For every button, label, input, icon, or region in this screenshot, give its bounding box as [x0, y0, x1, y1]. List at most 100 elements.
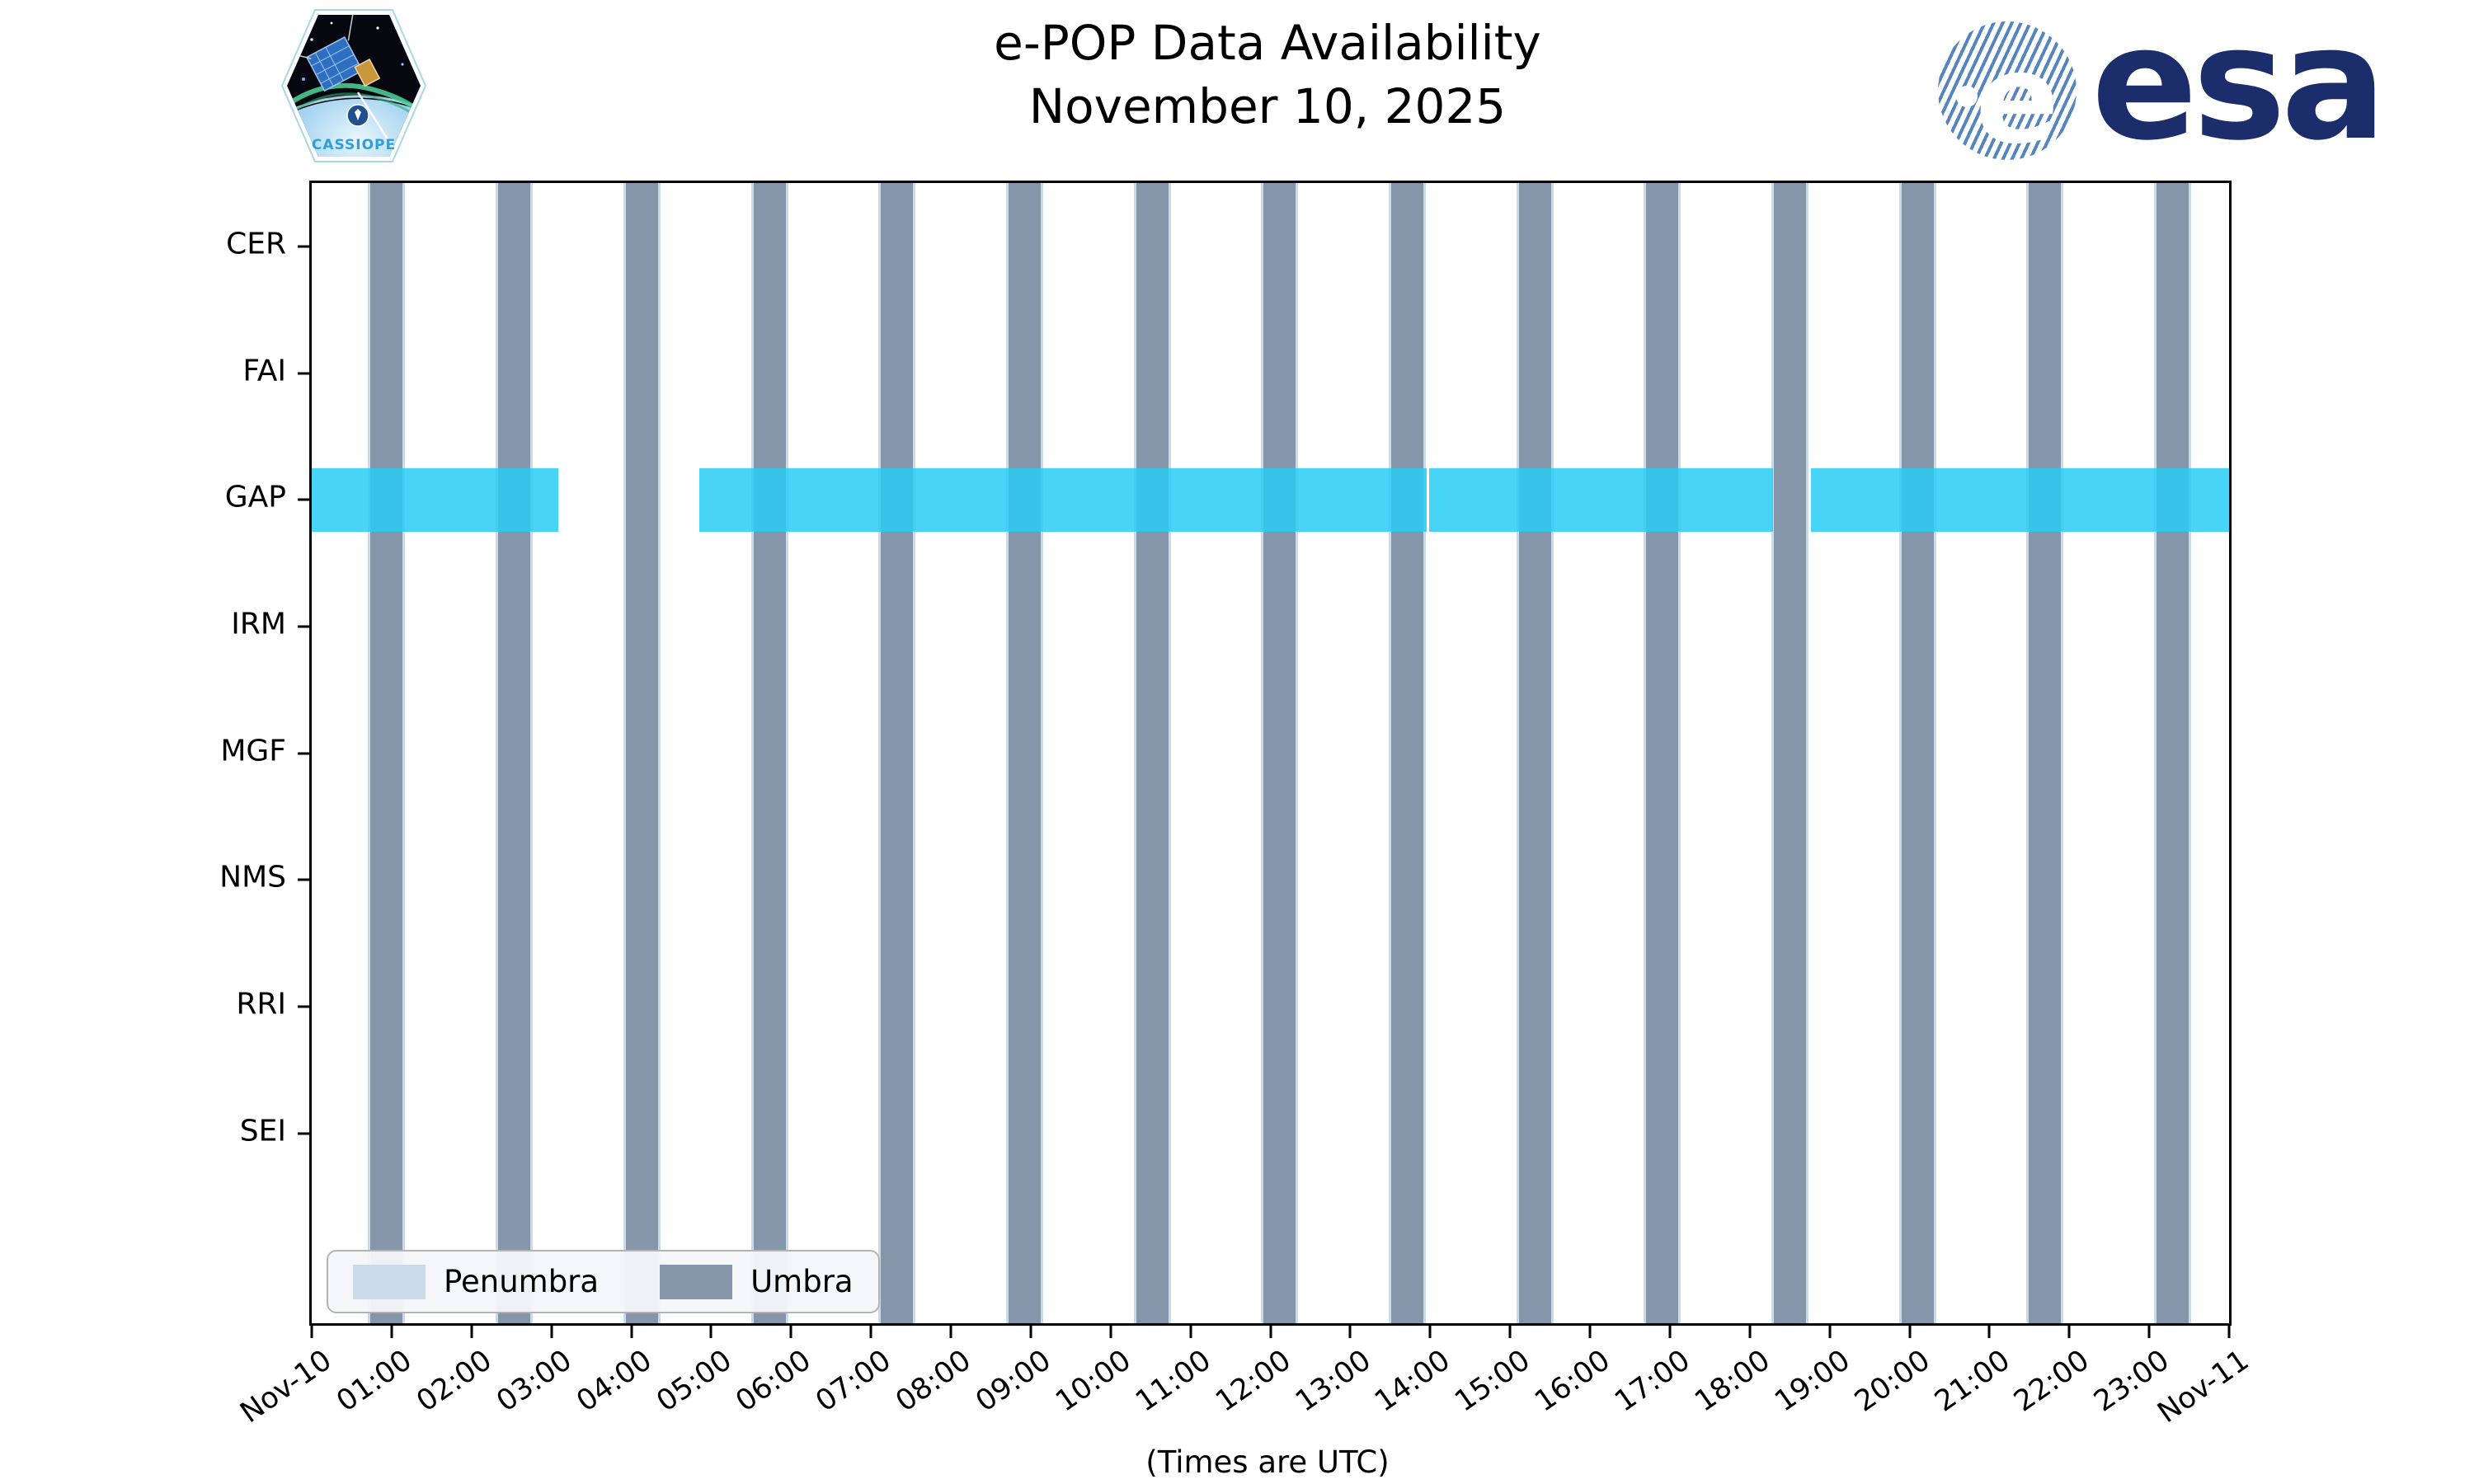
x-tick — [550, 1326, 553, 1338]
umbra-core — [497, 183, 530, 1323]
penumbra-edge — [912, 183, 915, 1323]
y-tick — [298, 1005, 309, 1008]
y-tick — [298, 372, 309, 374]
penumbra-edge — [1168, 183, 1171, 1323]
x-tick — [1348, 1326, 1352, 1338]
esa-globe-e: e — [1970, 28, 2065, 160]
penumbra-edge — [402, 183, 405, 1323]
x-tick-label: 19:00 — [1768, 1344, 1856, 1419]
umbra-eclipse-bar — [877, 183, 915, 1323]
cassiope-patch-icon: CASSIOPE — [280, 9, 427, 162]
umbra-eclipse-bar — [623, 183, 661, 1323]
umbra-eclipse-bar — [367, 183, 405, 1323]
umbra-core — [1136, 183, 1169, 1323]
penumbra-swatch — [353, 1264, 426, 1299]
umbra-core — [1390, 183, 1423, 1323]
penumbra-edge — [1771, 183, 1774, 1323]
umbra-core — [1901, 183, 1934, 1323]
penumbra-edge — [2060, 183, 2063, 1323]
x-tick-label: 01:00 — [331, 1344, 418, 1419]
penumbra-edge — [529, 183, 533, 1323]
umbra-eclipse-bar — [1771, 183, 1808, 1323]
penumbra-edge — [1516, 183, 1519, 1323]
x-tick-label: 10:00 — [1050, 1344, 1137, 1419]
umbra-core — [1773, 183, 1806, 1323]
umbra-eclipse-bar — [1005, 183, 1043, 1323]
y-tick-label-cer: CER — [226, 227, 286, 261]
y-tick-label-gap: GAP — [224, 480, 286, 514]
penumbra-edge — [367, 183, 370, 1323]
x-tick — [1029, 1326, 1032, 1338]
y-tick — [298, 1132, 309, 1134]
y-tick — [298, 625, 309, 628]
chart-title-line1: e-POP Data Availability — [994, 15, 1541, 71]
umbra-core — [625, 183, 658, 1323]
x-tick-label: Nov-10 — [234, 1344, 338, 1430]
y-tick — [298, 498, 309, 501]
x-tick — [1428, 1326, 1432, 1338]
esa-globe-icon: e — [1938, 21, 2077, 160]
penumbra-edge — [657, 183, 661, 1323]
x-tick-label: 21:00 — [1928, 1344, 2016, 1419]
x-tick — [390, 1326, 393, 1338]
penumbra-edge — [1677, 183, 1681, 1323]
x-tick — [2227, 1326, 2231, 1338]
umbra-eclipse-bar — [2025, 183, 2063, 1323]
x-tick — [1588, 1326, 1592, 1338]
umbra-core — [1518, 183, 1551, 1323]
gap-availability-bar — [698, 467, 1427, 532]
gap-availability-bar — [1429, 467, 1773, 532]
penumbra-label: Penumbra — [444, 1264, 600, 1299]
chart-title: e-POP Data Availability November 10, 202… — [994, 12, 1541, 138]
umbra-eclipse-bar — [750, 183, 788, 1323]
x-tick — [310, 1326, 313, 1338]
legend-item-penumbra: Penumbra — [353, 1264, 599, 1299]
umbra-eclipse-bar — [1516, 183, 1554, 1323]
x-tick — [709, 1326, 713, 1338]
penumbra-edge — [2025, 183, 2029, 1323]
y-tick — [298, 245, 309, 248]
umbra-core — [369, 183, 402, 1323]
umbra-eclipse-bar — [2153, 183, 2191, 1323]
umbra-label: Umbra — [750, 1264, 854, 1299]
x-tick — [630, 1326, 633, 1338]
x-tick-label: 02:00 — [411, 1344, 498, 1419]
penumbra-edge — [785, 183, 788, 1323]
umbra-core — [880, 183, 913, 1323]
x-tick — [2147, 1326, 2151, 1338]
penumbra-edge — [1933, 183, 1936, 1323]
legend: Penumbra Umbra — [327, 1250, 880, 1313]
cassiope-mission-patch: CASSIOPE — [279, 7, 429, 165]
y-tick — [298, 752, 309, 754]
x-axis-title: (Times are UTC) — [1145, 1444, 1390, 1480]
umbra-core — [2156, 183, 2189, 1323]
umbra-core — [1645, 183, 1678, 1323]
x-tick-label: 22:00 — [2008, 1344, 2096, 1419]
umbra-eclipse-bar — [1898, 183, 1936, 1323]
x-tick — [1908, 1326, 1911, 1338]
x-tick — [2067, 1326, 2071, 1338]
x-tick — [1508, 1326, 1512, 1338]
umbra-core — [1008, 183, 1041, 1323]
penumbra-edge — [1898, 183, 1902, 1323]
umbra-eclipse-bar — [495, 183, 533, 1323]
umbra-core — [1263, 183, 1296, 1323]
penumbra-edge — [495, 183, 498, 1323]
umbra-swatch — [660, 1264, 733, 1299]
y-tick-label-mgf: MGF — [220, 734, 286, 768]
x-tick-label: 16:00 — [1529, 1344, 1616, 1419]
penumbra-edge — [1550, 183, 1554, 1323]
y-tick-label-sei: SEI — [239, 1114, 286, 1148]
x-tick — [1189, 1326, 1192, 1338]
umbra-eclipse-bar — [1388, 183, 1426, 1323]
x-tick-label: 04:00 — [570, 1344, 658, 1419]
penumbra-edge — [1295, 183, 1298, 1323]
penumbra-edge — [1805, 183, 1808, 1323]
umbra-eclipse-bar — [1260, 183, 1298, 1323]
umbra-eclipse-bar — [1643, 183, 1681, 1323]
penumbra-edge — [1423, 183, 1426, 1323]
y-tick-label-irm: IRM — [231, 607, 286, 641]
x-tick — [1269, 1326, 1272, 1338]
umbra-eclipse-bar — [1133, 183, 1171, 1323]
esa-wordmark: esa — [2091, 0, 2387, 175]
